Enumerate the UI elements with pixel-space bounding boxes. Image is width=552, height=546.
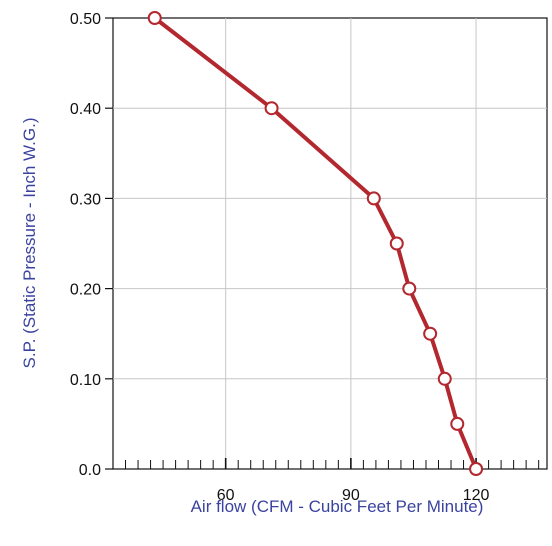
y-tick-label: 0.50 [70,11,101,28]
data-point [366,191,381,206]
data-point [264,101,279,116]
y-tick-label: 0.0 [79,462,101,479]
data-point [389,236,404,251]
y-tick-label: 0.10 [70,372,101,389]
x-tick-label: 90 [342,487,360,504]
data-point [423,326,438,341]
y-axis-title: S.P. (Static Pressure - Inch W.G.) [20,118,39,369]
axes: 60 90 120 0.0 0.10 0.20 0.30 0.40 0.50 [70,11,540,504]
data-point [437,371,452,386]
data-point [469,462,484,476]
data-point [450,416,465,431]
y-tick-label: 0.20 [70,282,101,299]
data-point [147,11,162,25]
plot-frame [112,17,548,470]
data-point [402,281,417,296]
x-axis-title: Air flow (CFM - Cubic Feet Per Minute) [191,497,484,516]
y-tick-label: 0.40 [70,101,101,118]
y-tick-label: 0.30 [70,191,101,208]
x-tick-label: 60 [217,487,235,504]
grid [113,18,547,469]
x-tick-label: 120 [463,487,490,504]
series [147,11,484,476]
